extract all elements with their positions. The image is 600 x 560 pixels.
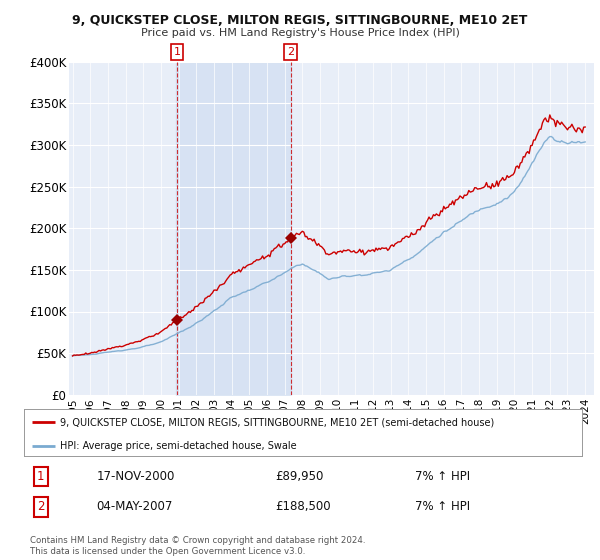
- Text: 2: 2: [37, 501, 44, 514]
- Text: 9, QUICKSTEP CLOSE, MILTON REGIS, SITTINGBOURNE, ME10 2ET (semi-detached house): 9, QUICKSTEP CLOSE, MILTON REGIS, SITTIN…: [60, 417, 494, 427]
- Text: 17-NOV-2000: 17-NOV-2000: [97, 470, 175, 483]
- Text: 9, QUICKSTEP CLOSE, MILTON REGIS, SITTINGBOURNE, ME10 2ET: 9, QUICKSTEP CLOSE, MILTON REGIS, SITTIN…: [73, 14, 527, 27]
- Text: Price paid vs. HM Land Registry's House Price Index (HPI): Price paid vs. HM Land Registry's House …: [140, 28, 460, 38]
- Text: £188,500: £188,500: [275, 501, 331, 514]
- Text: 04-MAY-2007: 04-MAY-2007: [97, 501, 173, 514]
- Text: 2: 2: [287, 47, 294, 57]
- Text: 1: 1: [173, 47, 181, 57]
- Text: 7% ↑ HPI: 7% ↑ HPI: [415, 470, 470, 483]
- Text: 7% ↑ HPI: 7% ↑ HPI: [415, 501, 470, 514]
- Text: Contains HM Land Registry data © Crown copyright and database right 2024.
This d: Contains HM Land Registry data © Crown c…: [30, 536, 365, 556]
- Text: HPI: Average price, semi-detached house, Swale: HPI: Average price, semi-detached house,…: [60, 441, 297, 451]
- Text: 1: 1: [37, 470, 44, 483]
- Text: £89,950: £89,950: [275, 470, 323, 483]
